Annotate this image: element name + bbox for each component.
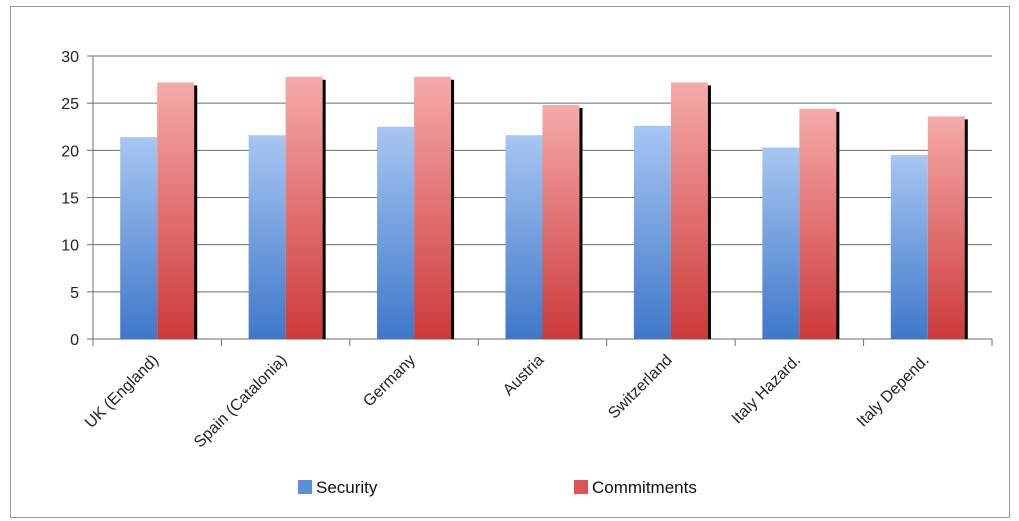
y-tick-label: 30	[61, 49, 79, 66]
bar-commitments	[799, 108, 837, 340]
bar-security	[890, 155, 928, 339]
grid-lines	[93, 55, 992, 293]
y-tick-label: 0	[70, 332, 79, 349]
bar-commitments	[285, 76, 323, 340]
bar-commitments	[670, 82, 708, 339]
y-tick-label: 25	[61, 96, 79, 113]
bars	[120, 76, 968, 340]
bar-commitments	[414, 76, 452, 340]
chart-frame	[10, 6, 1010, 518]
legend-label: Commitments	[592, 478, 697, 497]
bar-security	[633, 125, 671, 339]
x-tick-label: Italy Hazard.	[729, 352, 805, 428]
x-tick-label: Germany	[360, 352, 419, 411]
y-tick-label: 10	[61, 238, 79, 255]
bar-security	[248, 135, 286, 339]
x-tick-label: UK (England)	[82, 352, 162, 432]
x-tick-label: Spain (Catalonia)	[191, 352, 290, 451]
bar-security	[762, 147, 800, 339]
y-tick-label: 20	[61, 143, 79, 160]
legend-swatch	[574, 480, 588, 494]
bar-commitments	[927, 116, 965, 339]
legend: Security Commitments	[298, 478, 697, 497]
bar-security	[377, 126, 415, 339]
x-tick-label: Italy Depend.	[854, 352, 933, 431]
bar-security	[120, 137, 158, 339]
bar-commitments	[157, 82, 195, 339]
x-tick-label: Switzerland	[605, 352, 676, 423]
x-tick-label: Austria	[500, 352, 547, 399]
bar-security	[505, 135, 543, 339]
legend-swatch	[298, 480, 312, 494]
legend-label: Security	[316, 478, 378, 497]
y-tick-label: 5	[70, 285, 79, 302]
y-tick-label: 15	[61, 191, 79, 208]
bar-commitments	[542, 105, 580, 339]
